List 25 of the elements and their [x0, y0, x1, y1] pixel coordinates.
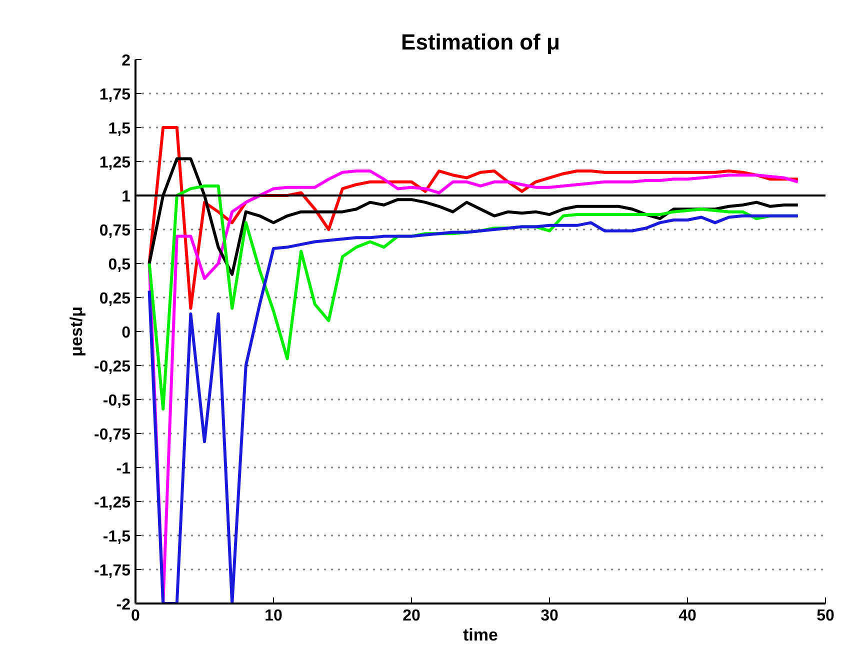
- y-tick-label: -2: [116, 596, 131, 614]
- y-tick-label: 1,5: [108, 120, 131, 138]
- y-tick-label: 1,75: [99, 86, 131, 104]
- y-tick-label: 0: [122, 324, 131, 342]
- x-axis-title: time: [463, 626, 498, 644]
- y-tick-label: 0,75: [99, 222, 131, 240]
- y-tick-label: -1,5: [102, 528, 131, 546]
- x-tick-label: 40: [678, 608, 696, 624]
- x-tick-label: 50: [816, 608, 834, 624]
- y-tick-label: 1: [122, 188, 131, 206]
- y-tick-label: -0,5: [102, 392, 131, 410]
- x-tick-label: 20: [402, 608, 420, 624]
- y-tick-label: -1,25: [94, 494, 131, 512]
- y-axis-title: μest/μ: [67, 306, 86, 357]
- y-tick-label: 0,25: [99, 290, 131, 308]
- y-tick-label: 1,25: [99, 154, 131, 172]
- x-tick-label: 10: [264, 608, 282, 624]
- chart-title: Estimation of μ: [401, 30, 560, 54]
- y-tick-label: 2: [122, 52, 131, 70]
- y-tick-label: -1: [116, 460, 131, 478]
- x-tick-label: 30: [540, 608, 558, 624]
- y-tick-label: -1,75: [94, 562, 131, 580]
- y-tick-label: 0,5: [108, 256, 131, 274]
- y-tick-label: -0,75: [94, 426, 131, 444]
- y-tick-label: -0,25: [94, 358, 131, 376]
